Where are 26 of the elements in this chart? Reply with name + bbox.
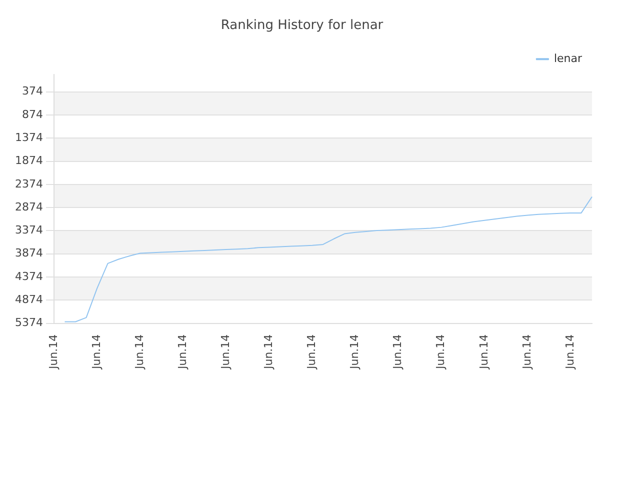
x-tick-label: Jun.14 [348,334,362,370]
x-tick-label: Jun.14 [90,334,103,370]
y-tick-label: 874 [22,108,43,121]
x-tick-label: Jun.14 [391,334,404,370]
y-tick-label: 3874 [14,246,43,260]
x-tick-label: Jun.14 [176,334,189,370]
x-tick-label: Jun.14 [305,334,318,370]
y-tick-label: 2874 [14,200,43,214]
x-tick-label: Jun.14 [219,334,232,370]
y-tick-label: 1874 [14,154,43,168]
x-tick-label: Jun.14 [262,334,276,370]
y-tick-label: 4874 [14,293,43,306]
x-tick-label: Jun.14 [477,334,490,370]
y-tick-label: 5374 [14,316,43,330]
y-tick-label: 2374 [14,177,43,190]
y-tick-label: 1374 [14,131,43,144]
y-tick-label: 374 [22,84,43,98]
chart-title: Ranking History for lenar [220,18,384,34]
legend-label: lenar [554,52,582,65]
x-tick-label: Jun.14 [434,334,448,370]
y-tick-label: 4374 [14,270,43,283]
x-tick-label: Jun.14 [563,334,576,370]
x-tick-label: Jun.14 [520,334,534,370]
y-tick-label: 3374 [14,224,43,237]
x-tick-label: Jun.14 [132,334,146,370]
x-tick-label: Jun.14 [46,334,60,370]
